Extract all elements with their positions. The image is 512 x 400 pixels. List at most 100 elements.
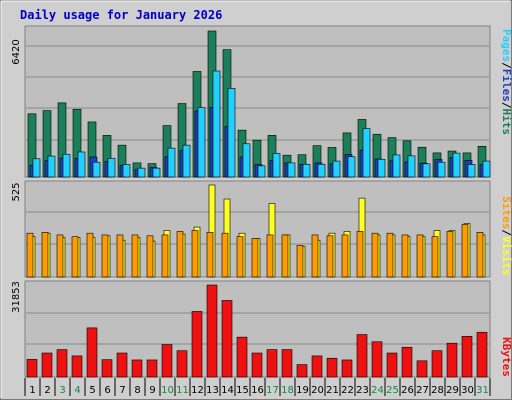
pages-bar-31 <box>482 160 491 178</box>
sites-bar-29 <box>446 231 454 278</box>
pages-bar-29 <box>452 152 461 178</box>
pages-bar-21 <box>332 160 341 178</box>
pages-bar-7 <box>122 164 131 178</box>
kbytes-bar-12 <box>191 311 203 378</box>
x-tick-label-4: 4 <box>74 385 80 396</box>
sites-bar-10 <box>161 234 169 278</box>
kbytes-bar-4 <box>71 355 83 378</box>
kbytes-bar-20 <box>311 355 323 378</box>
x-tick-label-15: 15 <box>236 385 249 396</box>
kbytes-bar-21 <box>326 357 338 378</box>
pages-bar-12 <box>197 107 206 178</box>
pages-bar-28 <box>437 161 446 178</box>
sites-bar-24 <box>371 232 379 278</box>
x-tick-label-19: 19 <box>296 385 309 396</box>
sites-bar-8 <box>131 234 139 278</box>
x-tick-label-1: 1 <box>29 385 35 396</box>
kbytes-bar-7 <box>116 352 128 378</box>
label-sep-1: / <box>500 62 512 69</box>
kbytes-bar-26 <box>401 346 413 378</box>
sites-bar-16 <box>251 238 259 278</box>
pages-bar-13 <box>212 70 221 178</box>
kbytes-bar-9 <box>146 359 158 378</box>
sites-bar-22 <box>341 234 349 278</box>
x-tick-label-6: 6 <box>104 385 110 396</box>
sites-bar-5 <box>86 232 94 278</box>
kbytes-bar-30 <box>461 335 473 378</box>
pages-bar-9 <box>152 167 161 178</box>
x-tick-label-13: 13 <box>206 385 219 396</box>
kbytes-bar-23 <box>356 334 368 378</box>
sites-bar-20 <box>311 234 319 278</box>
kbytes-bar-6 <box>101 359 113 378</box>
kbytes-bar-16 <box>251 352 263 378</box>
pages-bar-8 <box>137 167 146 178</box>
label-part-sites: Sites <box>500 196 512 229</box>
kbytes-bar-1 <box>26 359 38 378</box>
pages-bar-15 <box>242 143 251 178</box>
pages-bar-6 <box>107 158 116 178</box>
label-sep-3: / <box>500 229 512 236</box>
sites-bar-12 <box>191 230 199 278</box>
x-tick-label-17: 17 <box>266 385 279 396</box>
pages-bar-26 <box>407 155 416 178</box>
x-tick-label-21: 21 <box>326 385 339 396</box>
x-tick-label-10: 10 <box>161 385 174 396</box>
sites-bar-18 <box>281 234 289 278</box>
bars <box>26 30 491 378</box>
sites-bar-28 <box>431 236 439 278</box>
pages-bar-1 <box>32 158 41 178</box>
sites-bar-11 <box>176 231 184 278</box>
sites-bar-31 <box>476 232 484 278</box>
sites-bar-21 <box>326 235 334 278</box>
x-tick-label-23: 23 <box>356 385 369 396</box>
kbytes-bar-29 <box>446 342 458 378</box>
label-sep-2: / <box>500 102 512 109</box>
label-part-pages: Pages <box>500 29 512 62</box>
sites-bar-2 <box>41 232 49 278</box>
sites-bar-6 <box>101 234 109 278</box>
x-tick-label-9: 9 <box>149 385 155 396</box>
x-tick-label-7: 7 <box>119 385 125 396</box>
hits-panel-label: Pages/Files/Hits <box>500 29 512 135</box>
kbytes-bar-13 <box>206 284 218 378</box>
sites-bar-25 <box>386 232 394 278</box>
kbytes-bar-31 <box>476 331 488 378</box>
kbytes-bar-8 <box>131 359 143 378</box>
x-tick-label-26: 26 <box>401 385 414 396</box>
kbytes-bar-25 <box>386 352 398 378</box>
pages-bar-22 <box>347 156 356 178</box>
x-tick-label-27: 27 <box>416 385 429 396</box>
x-tick-label-12: 12 <box>191 385 204 396</box>
pages-bar-3 <box>62 153 71 178</box>
pages-bar-23 <box>362 128 371 178</box>
pages-bar-19 <box>302 163 311 178</box>
sites-bar-19 <box>296 245 304 278</box>
sites-bar-15 <box>236 236 244 278</box>
visits-panel-label: Sites/Visits <box>500 196 512 276</box>
label-part-kbytes: KBytes <box>500 337 512 377</box>
sites-bar-4 <box>71 236 79 278</box>
pages-bar-18 <box>287 162 296 178</box>
x-tick-label-18: 18 <box>281 385 294 396</box>
pages-bar-27 <box>422 163 431 178</box>
kbytes-bar-22 <box>341 359 353 378</box>
pages-bar-4 <box>77 151 86 178</box>
label-part-visits: Visits <box>500 236 512 276</box>
chart-title: Daily usage for January 2026 <box>20 8 222 22</box>
pages-bar-30 <box>467 164 476 178</box>
label-part-hits: Hits <box>500 109 512 136</box>
x-tick-label-11: 11 <box>176 385 189 396</box>
kbytes-bar-18 <box>281 349 293 378</box>
sites-bar-7 <box>116 234 124 278</box>
x-tick-label-2: 2 <box>44 385 50 396</box>
sites-bar-17 <box>266 234 274 278</box>
kbytes-bar-10 <box>161 344 173 378</box>
hits-ymax-label: 6420 <box>11 39 22 64</box>
kbytes-bar-15 <box>236 336 248 378</box>
kbytes-bar-27 <box>416 360 428 378</box>
kbytes-bar-11 <box>176 350 188 378</box>
pages-bar-17 <box>272 153 281 178</box>
pages-bar-20 <box>317 163 326 178</box>
